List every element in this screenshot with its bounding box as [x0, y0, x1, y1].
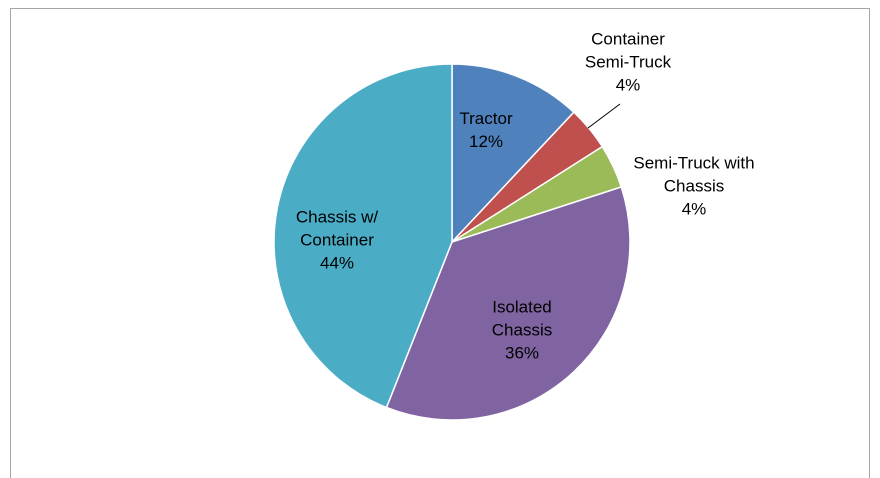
- category-label: Chassis w/ Container: [295, 207, 379, 250]
- leader-line: [587, 103, 621, 129]
- value-label: 44%: [319, 253, 355, 273]
- value-label: 36%: [504, 343, 540, 363]
- slice-label: Container Semi-Truck 4%: [578, 28, 678, 97]
- pie-slice: [451, 63, 575, 244]
- pie-slice: [385, 186, 631, 421]
- category-label: Container Semi-Truck: [584, 29, 672, 72]
- slice-label: Semi-Truck with Chassis 4%: [633, 152, 755, 221]
- category-label: Tractor: [459, 109, 513, 128]
- value-label: 4%: [681, 199, 707, 219]
- value-label: 12%: [468, 132, 504, 151]
- category-label: Isolated Chassis: [491, 297, 553, 340]
- category-label: Semi-Truck with Chassis: [633, 153, 755, 196]
- slice-label: Isolated Chassis 36%: [476, 296, 568, 365]
- slice-label: Chassis w/ Container 44%: [281, 206, 393, 275]
- pie: [273, 63, 631, 421]
- value-label: 4%: [615, 75, 641, 95]
- pie-slice: [273, 63, 453, 409]
- slice-label: Tractor 12%: [441, 107, 531, 153]
